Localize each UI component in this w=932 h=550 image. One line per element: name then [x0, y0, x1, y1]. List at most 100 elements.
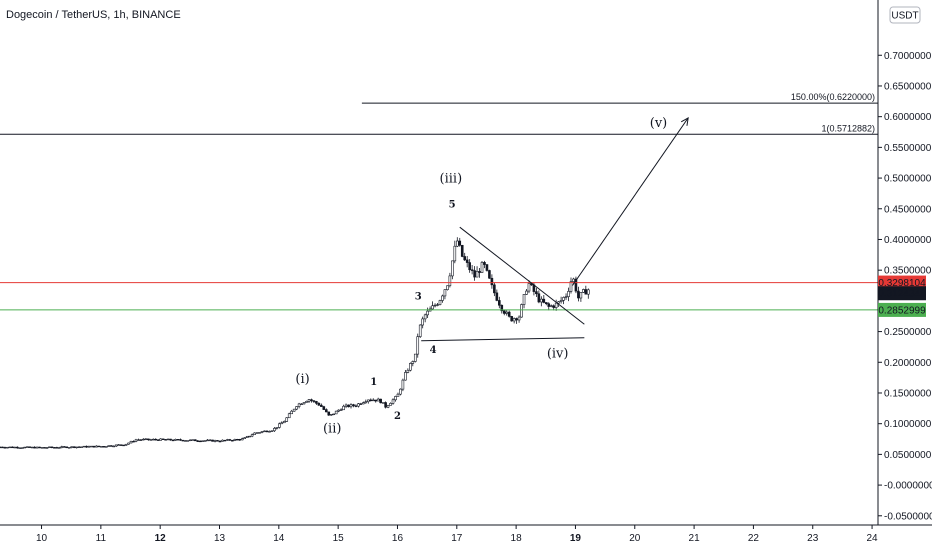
candle-body: [164, 439, 167, 441]
candle-body: [213, 440, 217, 442]
triangle-upper-trendline[interactable]: [459, 226, 585, 325]
projection-arrow-line[interactable]: [572, 117, 689, 286]
time-axis[interactable]: 10 11 12 13 14 15 16 17 18 19 20 21 22 23 24: [0, 524, 932, 544]
candle-body: [458, 240, 462, 246]
wave-label: 2: [394, 411, 401, 422]
candle-body: [483, 262, 486, 265]
price-tick-label: 0.5000000: [884, 174, 932, 185]
candle-body: [16, 446, 19, 449]
candle-body: [171, 439, 175, 442]
candle-body: [582, 289, 585, 293]
candle-body: [586, 289, 590, 295]
candle-body: [191, 439, 195, 441]
candle-body: [53, 447, 56, 449]
candle-body: [20, 447, 24, 449]
candle-body: [527, 283, 531, 292]
candle-body: [332, 413, 335, 416]
triangle-lower-trendline[interactable]: [421, 337, 585, 342]
candle-body: [292, 408, 296, 412]
candle-body: [507, 311, 511, 317]
candle-body: [28, 446, 31, 448]
candle-body: [117, 444, 120, 446]
candle-body: [250, 434, 254, 437]
candle-body: [554, 302, 558, 308]
candle-body: [327, 411, 331, 416]
candle-body: [315, 401, 318, 404]
candle-body: [166, 438, 170, 441]
time-tick-label: 18: [511, 533, 523, 544]
candle-body: [208, 439, 212, 442]
candle-body: [82, 445, 86, 448]
price-label-text: 0.3298104: [878, 278, 926, 289]
candle-body: [75, 446, 78, 449]
candle-body: [65, 446, 69, 449]
candle-body: [347, 404, 350, 408]
price-tick-label: 0.2500000: [884, 327, 932, 338]
candle-body: [443, 289, 447, 297]
candle-body: [104, 446, 108, 448]
candle-body: [389, 403, 392, 406]
wave-label: (iv): [547, 346, 569, 361]
candle-body: [384, 402, 387, 408]
candle-body: [436, 304, 439, 306]
candle-body: [124, 443, 128, 446]
candle-body: [295, 406, 298, 410]
candle-body: [364, 401, 368, 403]
candle-body: [0, 446, 2, 449]
candle-body: [329, 414, 333, 416]
candle-body: [404, 372, 407, 381]
candle-body: [371, 399, 375, 402]
candle-body: [485, 264, 489, 271]
currency-badge-label: USDT: [891, 11, 918, 22]
currency-badge[interactable]: [889, 6, 921, 24]
candle-body: [33, 446, 36, 449]
time-tick-label: 20: [629, 533, 641, 544]
candle-body: [240, 438, 244, 441]
candle-body: [189, 439, 192, 441]
candle-body: [451, 260, 454, 277]
candle-body: [431, 305, 434, 310]
time-tick-label: 22: [748, 533, 760, 544]
candle-body: [23, 446, 27, 449]
candle-body: [174, 439, 177, 441]
candle-body: [48, 446, 51, 448]
candle-body: [137, 439, 140, 441]
time-tick-label: 23: [807, 533, 819, 544]
candle-body: [13, 446, 17, 449]
candle-body: [552, 305, 555, 308]
candle-body: [480, 262, 484, 273]
candle-body: [574, 278, 578, 292]
candle-body: [564, 296, 568, 298]
candle-body: [339, 409, 343, 411]
candle-body: [337, 409, 340, 412]
candle-body: [488, 270, 491, 279]
price-tick-label: -0.0500000: [884, 511, 932, 522]
time-tick-label: 24: [867, 533, 879, 544]
candle-body: [525, 290, 528, 295]
candle-body: [438, 300, 442, 305]
candle-body: [287, 413, 291, 419]
candle-body: [354, 405, 358, 407]
candle-body: [409, 363, 412, 371]
plot-area[interactable]: [0, 237, 590, 449]
candle-body: [253, 432, 256, 436]
candle-body: [184, 440, 187, 442]
time-tick-label: 21: [689, 533, 701, 544]
candle-body: [359, 403, 363, 405]
candle-body: [478, 271, 481, 273]
candle-body: [1, 446, 4, 449]
candle-body: [379, 398, 382, 404]
candle-body: [334, 410, 338, 415]
candle-body: [357, 403, 360, 407]
candle-body: [305, 400, 308, 403]
candle-body: [500, 304, 504, 312]
candle-body: [38, 446, 41, 449]
candle-body: [169, 438, 172, 441]
candle-body: [569, 281, 573, 292]
price-axis[interactable]: 0.7000000 0.6500000 0.6000000 0.5500000 0.50…: [877, 0, 932, 525]
wave-label: (ii): [323, 421, 341, 436]
candle-body: [300, 403, 303, 405]
candle-body: [265, 430, 269, 433]
time-tick-label: 19: [570, 533, 582, 544]
